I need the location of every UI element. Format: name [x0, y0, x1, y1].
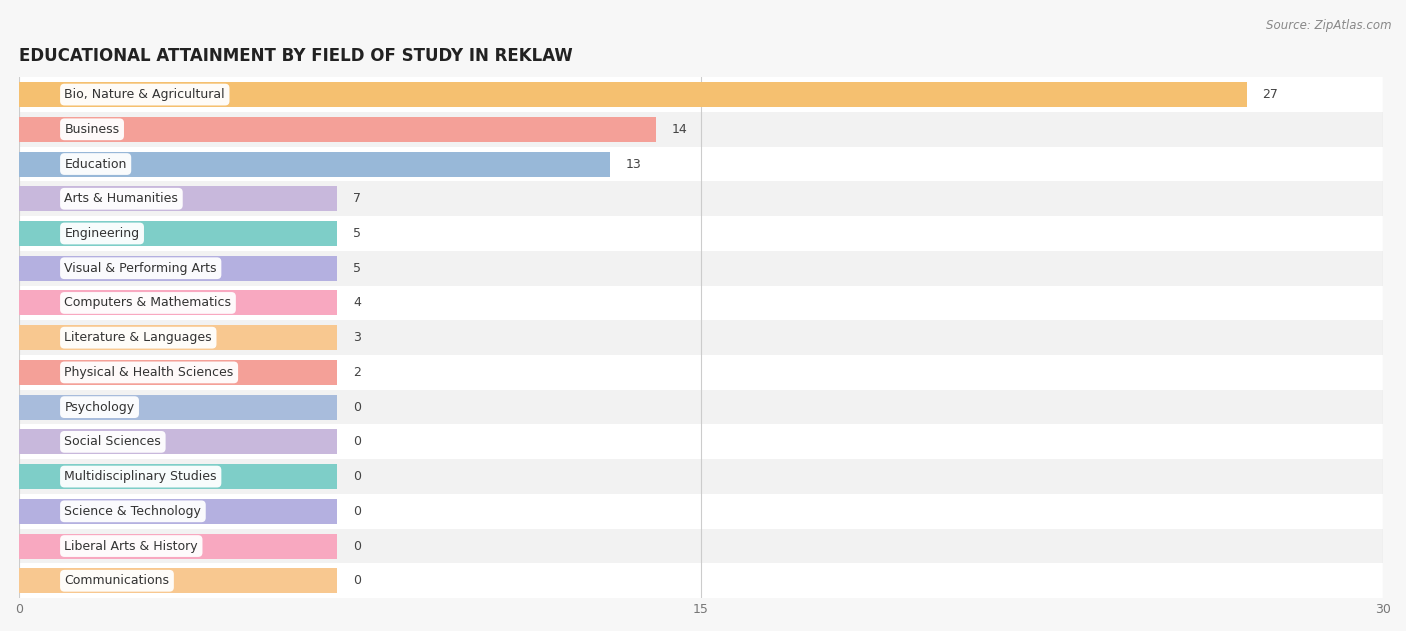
Text: 5: 5 [353, 227, 361, 240]
Text: 27: 27 [1263, 88, 1278, 101]
Text: EDUCATIONAL ATTAINMENT BY FIELD OF STUDY IN REKLAW: EDUCATIONAL ATTAINMENT BY FIELD OF STUDY… [20, 47, 572, 64]
Bar [20, 425, 1384, 459]
Bar [20, 286, 1384, 321]
Text: Physical & Health Sciences: Physical & Health Sciences [65, 366, 233, 379]
Bar [20, 459, 1384, 494]
Text: Multidisciplinary Studies: Multidisciplinary Studies [65, 470, 217, 483]
Text: 2: 2 [353, 366, 361, 379]
Bar [20, 563, 1384, 598]
Bar [20, 394, 337, 420]
Bar [20, 429, 337, 454]
Bar [20, 290, 337, 316]
Text: 14: 14 [672, 123, 688, 136]
Text: Communications: Communications [65, 574, 170, 587]
Bar [20, 221, 337, 246]
Text: 13: 13 [626, 158, 641, 170]
Bar [20, 355, 1384, 390]
Text: 0: 0 [353, 470, 361, 483]
Text: Arts & Humanities: Arts & Humanities [65, 192, 179, 205]
Text: 0: 0 [353, 435, 361, 449]
Bar [20, 181, 1384, 216]
Text: Engineering: Engineering [65, 227, 139, 240]
Bar [20, 529, 1384, 563]
Bar [20, 360, 337, 385]
Text: 4: 4 [353, 297, 361, 309]
Bar [20, 464, 337, 489]
Bar [20, 216, 1384, 251]
Bar [20, 569, 337, 593]
Bar [20, 251, 1384, 286]
Bar [20, 499, 337, 524]
Bar [20, 494, 1384, 529]
Bar [20, 151, 610, 177]
Text: 7: 7 [353, 192, 361, 205]
Text: Science & Technology: Science & Technology [65, 505, 201, 518]
Text: 5: 5 [353, 262, 361, 274]
Bar [20, 256, 337, 281]
Text: Source: ZipAtlas.com: Source: ZipAtlas.com [1267, 19, 1392, 32]
Text: Education: Education [65, 158, 127, 170]
Text: Visual & Performing Arts: Visual & Performing Arts [65, 262, 217, 274]
Bar [20, 390, 1384, 425]
Text: Business: Business [65, 123, 120, 136]
Text: Liberal Arts & History: Liberal Arts & History [65, 540, 198, 553]
Bar [20, 112, 1384, 146]
Text: Literature & Languages: Literature & Languages [65, 331, 212, 344]
Bar [20, 82, 1247, 107]
Text: 3: 3 [353, 331, 361, 344]
Text: 0: 0 [353, 401, 361, 414]
Bar [20, 186, 337, 211]
Text: Social Sciences: Social Sciences [65, 435, 162, 449]
Bar [20, 77, 1384, 112]
Text: 0: 0 [353, 574, 361, 587]
Text: 0: 0 [353, 505, 361, 518]
Text: 0: 0 [353, 540, 361, 553]
Bar [20, 325, 337, 350]
Text: Psychology: Psychology [65, 401, 135, 414]
Bar [20, 146, 1384, 181]
Text: Computers & Mathematics: Computers & Mathematics [65, 297, 232, 309]
Bar [20, 117, 655, 142]
Bar [20, 534, 337, 558]
Bar [20, 321, 1384, 355]
Text: Bio, Nature & Agricultural: Bio, Nature & Agricultural [65, 88, 225, 101]
